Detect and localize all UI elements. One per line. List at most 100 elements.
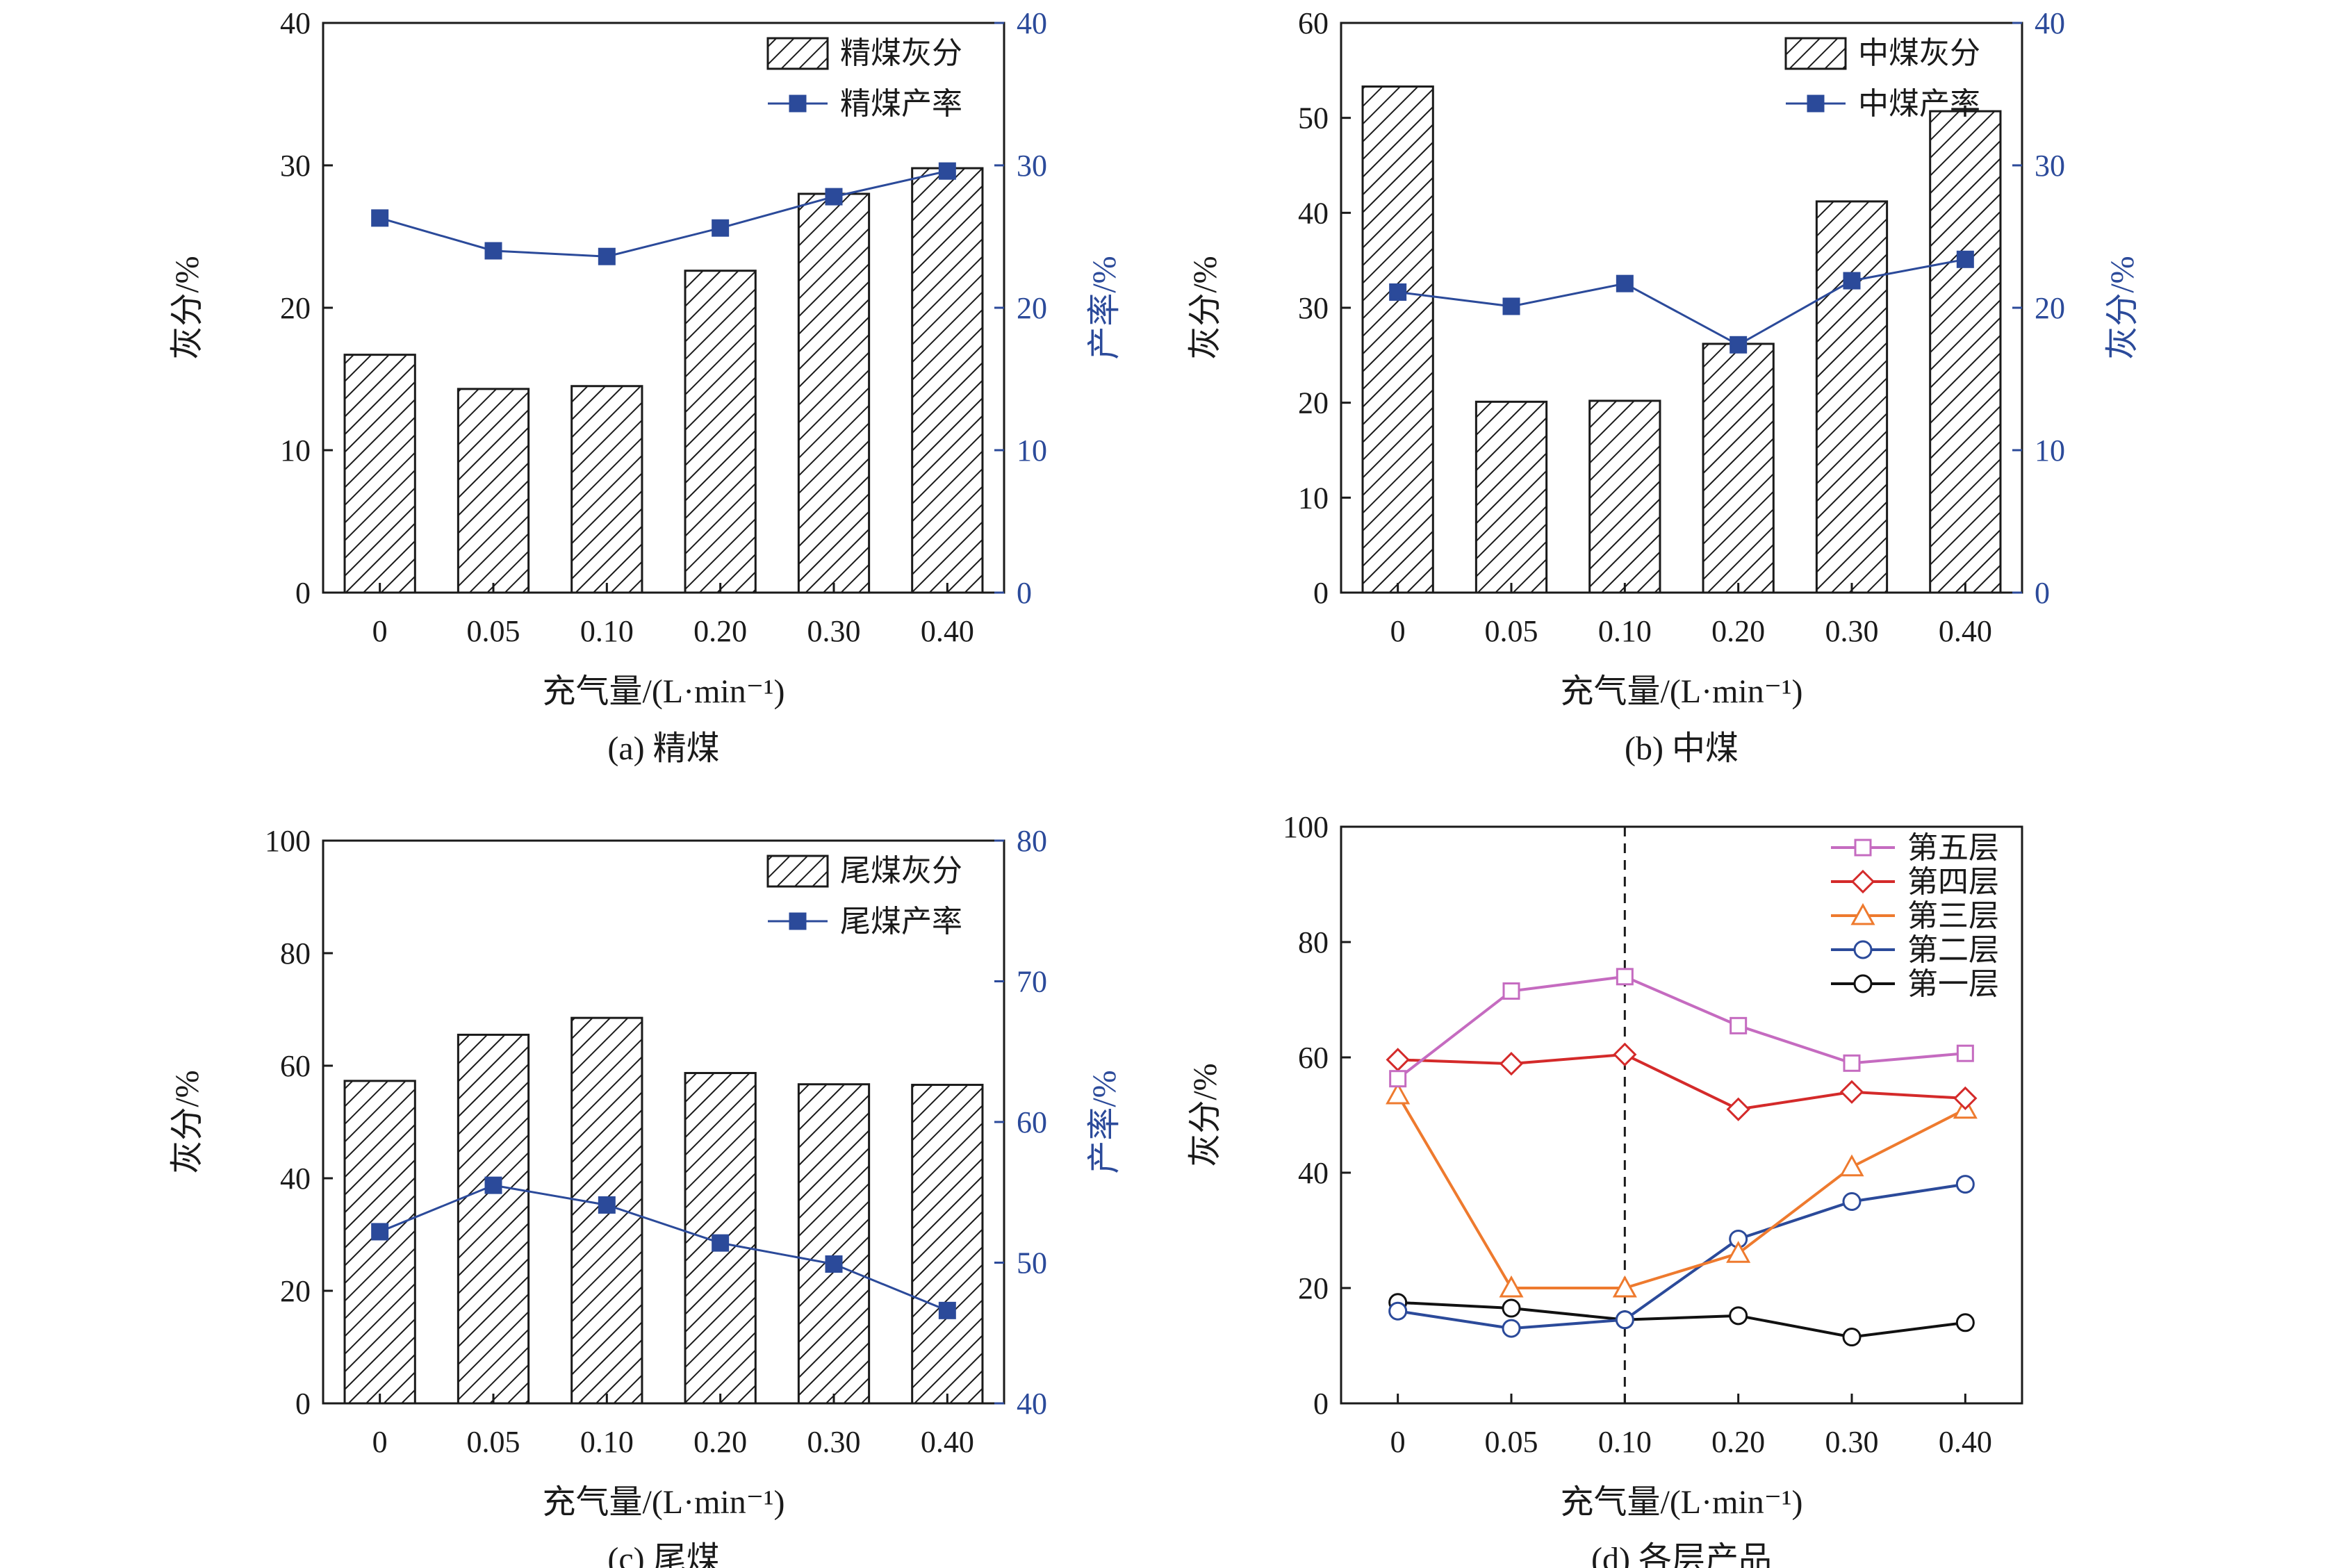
panel-d-series-point-4 [1615,1310,1634,1330]
panel-c-ylabel: 灰分/% [169,1070,206,1173]
panel-a-bar [911,167,984,594]
panel-c-yield-point [484,1176,502,1194]
panel-b-bar [1929,110,2002,594]
panel-d-ytick-label: 0 [1313,1387,1329,1421]
panel-d-series-line-5 [1397,1301,1966,1339]
panel-c-xtick-label: 0.20 [693,1425,747,1459]
panel-d-series-point-2 [1613,1042,1637,1066]
panel-b-bar [1702,343,1775,594]
panel-c-chart: 0 20 40 60 80 100 40 50 60 70 80 0 0.05 0.10 0.20 0.30 0… [169,824,1123,1568]
panel-c-xtick-label: 0.10 [580,1425,634,1459]
panel-d-ytick-label: 60 [1298,1041,1329,1075]
panel-a-bar [457,388,530,594]
panel-b-yield-point [1502,297,1520,315]
panel-a-ytick-right-label: 0 [1017,576,1032,610]
panel-d-ylabel: 灰分/% [1187,1063,1224,1166]
panel-a-legend-line-marker [789,94,807,113]
panel-a-yield-point [938,162,956,180]
panel-d-series-point-4 [1502,1319,1521,1338]
panel-d-series-point-2 [1499,1052,1524,1076]
panel-a-yield-point [712,219,730,237]
panel-b-yield-point [1843,272,1861,290]
panel-a-ytick-label: 20 [280,291,311,325]
panel-a-ytick-label: 40 [280,6,311,40]
panel-b-ytick-label: 40 [1298,196,1329,230]
panel-b-yield-line [1397,258,1966,347]
panel-b-legend-line-marker [1807,94,1825,113]
panel-d-series-point-1 [1843,1054,1861,1072]
panel-d-series-point-1 [1956,1044,1974,1062]
panel-c-legend-line-marker [789,912,807,930]
panel-d-series-point-4 [1955,1175,1975,1194]
panel-c-xlabel: 充气量/(L·min⁻¹) [542,1484,784,1521]
panel-a-ytick-right-label: 40 [1017,6,1047,40]
panel-b-caption: (b) 中煤 [1625,730,1739,767]
panel-d-legend-marker-2 [1850,869,1875,894]
panel-d-ytick-label: 100 [1283,810,1329,844]
panel-b-chart: 0 10 20 30 40 50 60 0 10 20 30 40 0 0.05 0.10 0.20 0.30 0… [1187,6,2141,767]
panel-d-series-point-3 [1499,1275,1524,1298]
panel-d-legend-marker-5 [1853,974,1873,993]
panel-a-ytick-label: 10 [280,434,311,468]
panel-c-ytick-right-label: 60 [1017,1105,1047,1139]
panel-a-yield-line [379,170,948,258]
panel-a-ytick-right-label: 10 [1017,434,1047,468]
panel-a-xtick-label: 0.05 [467,614,520,648]
panel-b-legend-bar-label: 中煤灰分 [1858,36,1980,70]
panel-b-xtick-label: 0.40 [1939,614,1992,648]
panel-d-series-line-2 [1397,1053,1966,1111]
panel-b-ytick-label: 20 [1298,386,1329,420]
panel-c-ytick-label: 40 [280,1162,311,1196]
panel-d-series-line-4 [1397,1182,1966,1330]
panel-b-ytick-label: 10 [1298,481,1329,515]
panel-d-series-point-2 [1839,1080,1864,1104]
panel-c-yield-line [379,1184,948,1312]
panel-b-xtick-label: 0.30 [1825,614,1879,648]
panel-c-ylabel-right: 产率/% [1086,1070,1123,1173]
panel-d-series-point-3 [1386,1082,1411,1105]
panel-a-yield-point [825,188,843,206]
panel-a-xtick-label: 0.30 [807,614,861,648]
panel-d-caption: (d) 各层产品 [1591,1541,1772,1568]
panel-a-ytick-right-label: 30 [1017,149,1047,183]
panel-a-xtick-label: 0.10 [580,614,634,648]
panel-c-ytick-right-label: 50 [1017,1246,1047,1280]
panel-b-ytick-right-label: 10 [2035,434,2065,468]
panel-b-ytick-label: 50 [1298,101,1329,135]
panel-a-ylabel-right: 产率/% [1086,256,1123,359]
panel-c-bar [797,1083,871,1405]
panel-c-bar [343,1080,416,1405]
panel-c-xtick-label: 0.40 [921,1425,974,1459]
panel-d-frame [1340,825,2023,1405]
panel-a-yield-point [598,247,616,265]
panel-b-legend-line-label: 中煤产率 [1858,87,1980,121]
panel-b-bar [1588,399,1661,594]
panel-d-series-point-3 [1726,1241,1751,1263]
panel-d-legend-marker-3 [1850,902,1875,925]
panel-a-yield-point [484,242,502,260]
panel-b-xtick-label: 0.10 [1598,614,1652,648]
panel-a-legend-bar-swatch [766,37,829,70]
panel-d-series-point-2 [1386,1048,1410,1072]
panel-d-xtick-label: 0.05 [1485,1425,1538,1459]
panel-d-series-point-5 [1729,1306,1748,1326]
panel-a-ytick-label: 30 [280,149,311,183]
panel-d-series-point-4 [1388,1301,1408,1321]
panel-c-ytick-label: 80 [280,936,311,971]
panel-d-series-line-3 [1396,1094,1966,1289]
panel-d-ytick-label: 40 [1298,1156,1329,1190]
panel-c-ytick-label: 60 [280,1049,311,1083]
panel-a-yield-point [371,209,389,227]
panel-d-xtick-label: 0 [1390,1425,1406,1459]
panel-b-xtick-label: 0 [1390,614,1406,648]
panel-b-yield-point [1389,283,1407,301]
panel-b-ytick-label: 0 [1313,576,1329,610]
panel-d-legend-label-1: 第五层 [1907,831,1999,865]
panel-d-series-point-4 [1842,1192,1862,1211]
panel-b-ytick-right-label: 0 [2035,576,2050,610]
panel-b-xlabel: 充气量/(L·min⁻¹) [1560,673,1802,710]
panel-b-ytick-label: 60 [1298,6,1329,40]
panel-c-ytick-right-label: 80 [1017,824,1047,858]
panel-b-bar [1474,400,1548,594]
